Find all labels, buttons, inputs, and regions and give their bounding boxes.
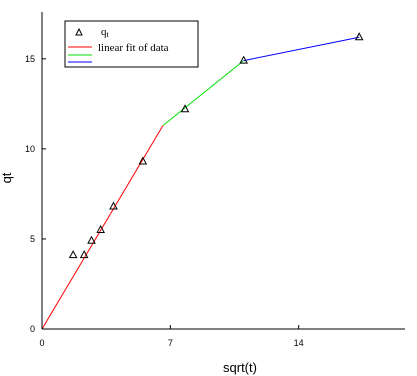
y-ticks: 0 5 10 15 — [25, 54, 46, 334]
y-tick-label-2: 10 — [25, 144, 35, 154]
x-tick-label-2: 14 — [294, 338, 304, 348]
legend-scatter-label: qt — [101, 26, 110, 39]
x-ticks: 0 7 14 — [39, 325, 304, 348]
x-tick-label-0: 0 — [39, 338, 44, 348]
data-point-6 — [180, 104, 190, 113]
data-point-4 — [109, 201, 118, 210]
data-point-0 — [68, 250, 78, 259]
legend-box — [64, 20, 199, 68]
x-axis-title: sqrt(t) — [223, 360, 257, 375]
data-point-8 — [354, 32, 364, 41]
x-tick-label-1: 7 — [168, 338, 173, 348]
data-point-5 — [138, 156, 148, 165]
legend-triangle-marker — [75, 27, 83, 36]
y-tick-label-3: 15 — [25, 54, 35, 64]
legend-scatter-label-main: q — [101, 26, 107, 38]
y-axis-title: qt — [0, 172, 14, 183]
data-point-1 — [79, 250, 89, 259]
data-point-2 — [87, 235, 96, 244]
legend-fit-label: linear fit of data — [98, 42, 169, 54]
fit-line-2 — [162, 60, 244, 126]
data-point-7 — [239, 55, 249, 64]
fit-line-3 — [243, 36, 360, 62]
plot-area — [41, 32, 364, 330]
fit-line-1 — [41, 125, 164, 330]
y-tick-label-1: 5 — [30, 234, 35, 244]
data-point-3 — [96, 224, 106, 233]
y-tick-label-0: 0 — [30, 324, 35, 334]
legend: qt linear fit of data — [64, 20, 199, 68]
legend-scatter-label-sub: t — [107, 30, 110, 39]
